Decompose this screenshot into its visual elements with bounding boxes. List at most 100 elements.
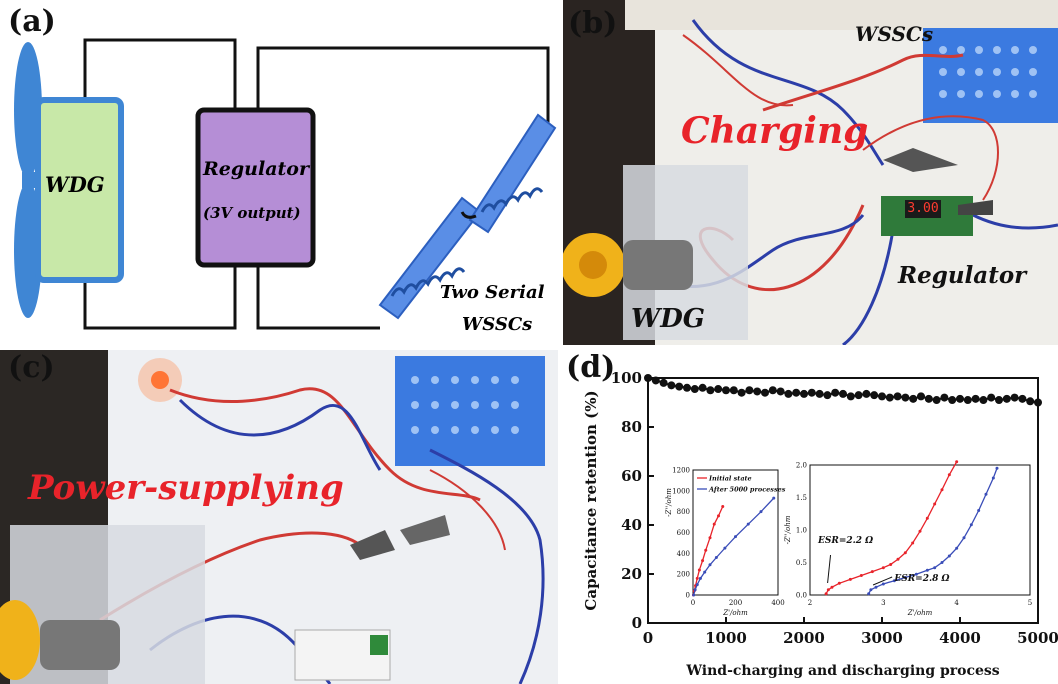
retention-point <box>878 392 886 401</box>
inset2-point <box>874 585 878 589</box>
retention-point <box>995 396 1003 405</box>
retention-point <box>971 394 980 403</box>
inset1-point <box>712 522 716 526</box>
retention-point <box>706 386 715 395</box>
inset1-point <box>721 504 725 508</box>
inset1-point <box>746 522 750 526</box>
inset2-point <box>892 579 896 583</box>
x-tick-label: 4000 <box>939 629 981 647</box>
inset2-point <box>933 502 937 506</box>
inset2-point <box>848 577 852 581</box>
regulator-output-text: (3V output) <box>203 204 301 222</box>
retention-point <box>940 393 949 402</box>
retention-point <box>1010 393 1019 402</box>
inset1-y-tick-label: 0 <box>686 592 690 600</box>
inset1-point <box>708 536 712 540</box>
inset2-y-label: -Z''/ohm <box>784 515 792 544</box>
inset2-point <box>962 536 966 540</box>
inset2-point <box>969 523 973 527</box>
inset1-point <box>693 588 697 592</box>
retention-point <box>948 396 957 405</box>
retention-point <box>854 391 863 400</box>
inset2-point <box>925 568 929 572</box>
inset2-y-tick-label: 1.5 <box>796 494 807 502</box>
inset2-point <box>955 460 959 464</box>
retention-point <box>823 391 832 400</box>
inset2-point <box>889 562 893 566</box>
panel-d-chart: 0 1000 2000 3000 4000 5000 0 20 40 60 80 100 Wind-ch… <box>560 350 1058 684</box>
inset2-point <box>940 561 944 564</box>
wsscs-text-line2: WSSCs <box>462 314 533 335</box>
retention-point <box>979 396 988 405</box>
retention-point <box>651 376 660 385</box>
led-light <box>151 371 169 389</box>
retention-point <box>831 388 840 397</box>
wire-top-left <box>83 38 237 110</box>
retention-point <box>698 383 707 392</box>
panel-d-label: (d) <box>566 350 616 385</box>
inset1-x-tick-label: 400 <box>771 599 784 607</box>
wdg-text: WDG <box>45 172 105 197</box>
x-tick-label: 3000 <box>861 629 903 647</box>
inset2-point <box>837 581 841 585</box>
inset2-point <box>995 466 999 470</box>
inset1-x-label: Z'/ohm <box>722 609 748 617</box>
circuit-diagram <box>14 38 557 330</box>
retention-point <box>956 394 964 403</box>
inset1-point <box>698 576 702 580</box>
retention-point <box>714 385 723 394</box>
inset1-point <box>701 559 705 563</box>
inset2-point <box>914 572 918 576</box>
inset1-point <box>714 556 718 559</box>
inset2-x-tick-label: 2 <box>808 599 812 607</box>
inset1-legend-label: After 5000 processes <box>708 486 786 494</box>
panel-b-label: (b) <box>568 6 618 41</box>
retention-point <box>893 392 902 401</box>
inset2-point <box>947 473 951 477</box>
basket-image <box>395 356 545 466</box>
inset2-x-label: Z'/ohm <box>907 609 933 617</box>
inset1-y-tick-label: 1000 <box>672 487 690 495</box>
inset2-x-tick-label: 3 <box>881 599 885 607</box>
inset2-point <box>977 509 981 512</box>
esr-after-arrow <box>872 576 893 586</box>
regulator-display: 3.00 <box>907 201 939 216</box>
retention-point <box>659 378 668 387</box>
inset2-point <box>881 582 885 586</box>
inset2-y-tick-label: 1.0 <box>796 527 807 535</box>
inset1-frame <box>692 469 779 596</box>
wdg-box <box>35 97 124 283</box>
x-tick-label: 1000 <box>705 629 747 647</box>
retention-point <box>870 391 879 400</box>
inset2-point <box>867 592 871 596</box>
inset2-point <box>933 566 937 570</box>
retention-point <box>932 396 941 405</box>
y-tick-label: 80 <box>621 418 642 436</box>
retention-point <box>846 392 855 401</box>
y-tick-label: 20 <box>621 565 642 583</box>
x-tick-label: 5000 <box>1017 629 1058 647</box>
inset2-point <box>903 551 907 555</box>
panel-b-photo: 3.00 (b) WSSCs Charging Regulator WDG <box>563 0 1058 345</box>
retention-point <box>1018 394 1027 403</box>
inset1-y-tick-label: 800 <box>677 508 690 516</box>
inset2-point <box>940 488 944 492</box>
inset1-point <box>759 510 763 514</box>
inset1-point <box>772 496 776 500</box>
retention-point <box>753 387 762 396</box>
retention-point <box>683 383 691 392</box>
inset2-y-tick-label: 2.0 <box>796 462 807 470</box>
regulator-label: Regulator <box>898 262 1027 289</box>
x-tick-label: 2000 <box>783 629 825 647</box>
retention-point <box>792 388 801 397</box>
inset2-point <box>881 566 885 570</box>
power-supply-illustration <box>0 350 558 684</box>
inset1-y-tick-label: 1200 <box>672 467 690 475</box>
inset1-point <box>717 514 720 518</box>
inset1-y-label: -Z''/ohm <box>665 488 673 517</box>
panel-c-photo: (c) Power-supplying <box>0 350 558 684</box>
retention-point <box>761 388 769 397</box>
wire-bottom-right <box>256 265 380 330</box>
retention-point <box>644 374 652 382</box>
retention-point <box>776 387 785 396</box>
